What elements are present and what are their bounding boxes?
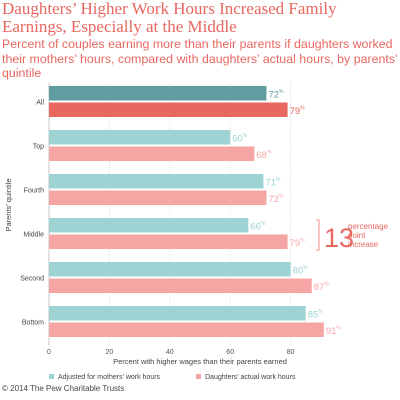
x-tick-label: 0: [47, 349, 51, 356]
bars: [49, 86, 324, 337]
data-label-suffix: %: [267, 150, 272, 156]
x-tick-label: 60: [226, 349, 234, 356]
data-label: 72%: [268, 194, 284, 206]
bar: [49, 190, 267, 205]
chart-title: Daughters’ Higher Work Hours Increased F…: [2, 0, 337, 36]
plot-area: [49, 83, 351, 345]
data-label-suffix: %: [243, 133, 248, 139]
annotation-value: 13: [324, 223, 354, 253]
data-label-suffix: %: [279, 89, 284, 95]
annotation-text-2: point: [348, 231, 366, 240]
bar: [49, 322, 324, 337]
data-label: 80%: [293, 265, 309, 277]
data-label-suffix: %: [336, 326, 341, 332]
data-label: 68%: [256, 150, 272, 162]
y-axis-title: Parents’ quintile: [4, 178, 13, 231]
bar: [49, 130, 231, 145]
bar: [49, 278, 312, 293]
category-label: Fourth: [24, 188, 44, 195]
data-label-suffix: %: [276, 177, 281, 183]
chart-subtitle: Percent of couples earning more than the…: [2, 37, 398, 80]
bar: [49, 218, 249, 233]
data-label-suffix: %: [318, 309, 323, 315]
data-label-suffix: %: [303, 265, 308, 271]
annotation-bracket: 13 percentage point increase: [316, 219, 389, 253]
data-label-suffix: %: [324, 282, 329, 288]
bar: [49, 306, 306, 321]
bar: [49, 86, 267, 101]
data-label: 91%: [326, 326, 342, 338]
x-axis-title: Percent with higher wages than their par…: [113, 357, 287, 366]
category-label: All: [36, 100, 44, 107]
bar: [49, 174, 264, 189]
legend-swatch: [196, 374, 201, 379]
bar: [49, 102, 288, 117]
data-label: 66%: [250, 221, 266, 233]
data-label: 60%: [232, 133, 248, 145]
data-label-suffix: %: [279, 194, 284, 200]
data-label: 85%: [308, 309, 324, 321]
category-label: Top: [33, 144, 44, 151]
bar: [49, 234, 288, 249]
data-label-suffix: %: [300, 106, 305, 112]
data-label: 72%: [268, 89, 284, 101]
data-label-suffix: %: [300, 238, 305, 244]
legend: Adjusted for mothers’ work hours Daughter…: [49, 374, 296, 381]
labels: 0 20 40 60 80 All 72% 79% Top 60% 68% Fourth 71% 72% M…: [20, 89, 341, 356]
legend-swatch: [49, 374, 54, 379]
data-label: 79%: [290, 106, 306, 118]
category-label: Middle: [23, 232, 44, 239]
annotation-text-1: percentage: [348, 222, 389, 231]
bar: [49, 146, 255, 161]
x-tick-label: 20: [106, 349, 114, 356]
footer-credit: © 2014 The Pew Charitable Trusts: [2, 384, 125, 393]
x-tick-label: 40: [166, 349, 174, 356]
category-label: Bottom: [22, 320, 44, 327]
annotation-text-3: increase: [348, 240, 379, 249]
bar: [49, 262, 291, 277]
data-label: 79%: [290, 238, 306, 250]
grid-lines: [48, 83, 291, 345]
legend-label: Adjusted for mothers’ work hours: [58, 374, 161, 381]
data-label: 71%: [265, 177, 281, 189]
category-label: Second: [20, 276, 44, 283]
annotation-bracket-line: [316, 219, 320, 251]
data-label-suffix: %: [261, 221, 266, 227]
x-tick-label: 80: [287, 349, 295, 356]
legend-label: Daughters’ actual work hours: [205, 374, 296, 381]
data-label: 87%: [314, 282, 330, 294]
